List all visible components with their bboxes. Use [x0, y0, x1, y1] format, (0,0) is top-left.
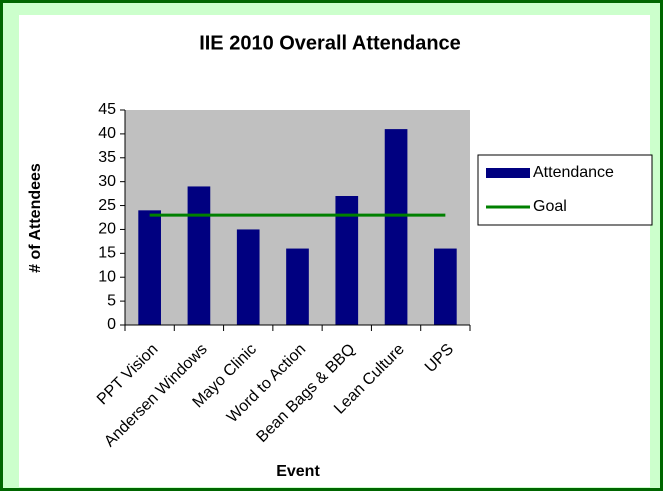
y-tick-label: 45 — [98, 101, 116, 118]
bar — [187, 186, 211, 325]
y-tick-label: 30 — [98, 173, 116, 190]
legend — [477, 154, 653, 226]
legend-label: Attendance — [533, 164, 614, 181]
y-axis-label: # of Attendees — [27, 163, 44, 273]
y-tick-label: 35 — [98, 149, 116, 166]
x-axis-label: Event — [276, 463, 320, 480]
bar — [335, 196, 359, 325]
y-tick-label: 40 — [98, 125, 116, 142]
bar — [434, 248, 457, 325]
legend-swatch — [486, 168, 530, 178]
y-tick-label: 5 — [107, 292, 116, 309]
y-tick-label: 25 — [98, 197, 116, 214]
y-tick-label: 20 — [98, 221, 116, 238]
y-tick-label: 15 — [98, 245, 116, 262]
bar — [138, 210, 161, 325]
bar — [384, 129, 408, 325]
y-tick-label: 10 — [98, 268, 116, 285]
chart-title: IIE 2010 Overall Attendance — [199, 32, 461, 54]
legend-label: Goal — [533, 198, 567, 215]
bar — [286, 248, 309, 325]
y-tick-label: 0 — [107, 316, 116, 333]
bar — [236, 229, 260, 325]
